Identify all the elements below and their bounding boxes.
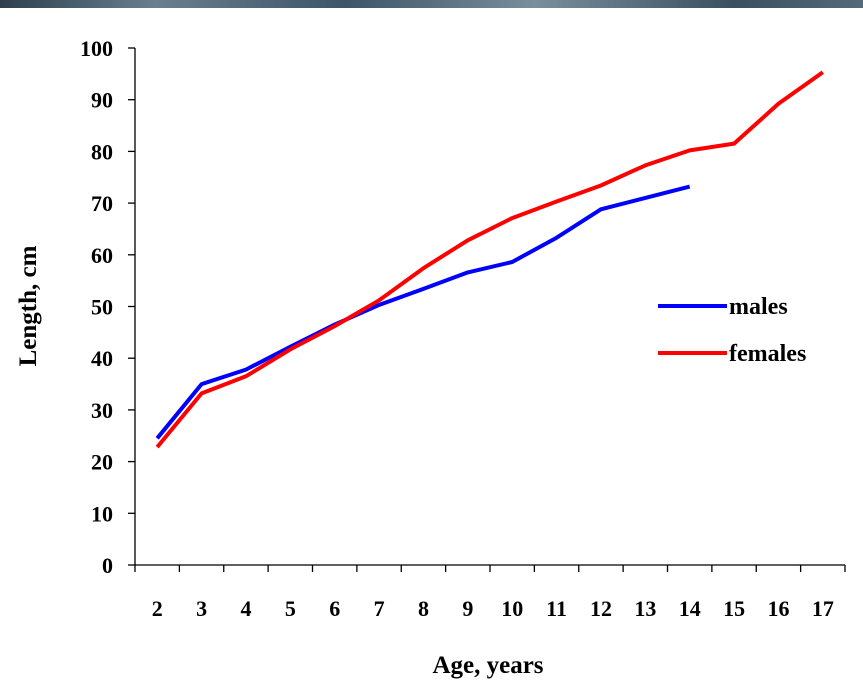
- series-layer: [155, 70, 824, 449]
- x-tick-label: 10: [501, 596, 523, 621]
- top-image-strip: [0, 0, 863, 8]
- x-tick-label: 3: [196, 596, 207, 621]
- x-tick-label: 8: [418, 596, 429, 621]
- y-tick-label: 80: [91, 139, 113, 164]
- series-males: [155, 184, 691, 440]
- x-tick-label: 2: [152, 596, 163, 621]
- legend-label-females: females: [729, 341, 806, 367]
- x-tick-label: 13: [634, 596, 656, 621]
- y-tick-label: 50: [91, 295, 113, 320]
- x-axis-title: Age, years: [432, 652, 543, 679]
- x-tick-label: 9: [462, 596, 473, 621]
- series-line-males: [155, 184, 691, 440]
- x-tick-label: 17: [812, 596, 834, 621]
- legend-label-males: males: [729, 294, 788, 320]
- y-tick-label: 30: [91, 398, 113, 423]
- y-tick-label: 20: [91, 450, 113, 475]
- y-axis: 0 10 20 30 40 50 60 70 80 90 100: [80, 36, 136, 578]
- y-tick-label: 70: [91, 191, 113, 216]
- x-tick-label: 14: [679, 596, 701, 621]
- y-tick-label: 60: [91, 243, 113, 268]
- series-females: [155, 70, 824, 449]
- y-tick-label: 40: [91, 346, 113, 371]
- x-tick-label: 12: [590, 596, 612, 621]
- y-tick-label: 10: [91, 501, 113, 526]
- x-tick-label: 16: [767, 596, 789, 621]
- x-tick-label: 4: [240, 596, 251, 621]
- x-tick-label: 15: [723, 596, 745, 621]
- y-axis-title: Length, cm: [15, 245, 42, 366]
- y-tick-label: 90: [91, 88, 113, 113]
- x-tick-label: 5: [285, 596, 296, 621]
- y-tick-label: 0: [102, 553, 113, 578]
- legend: males females: [658, 294, 806, 367]
- x-tick-label: 7: [374, 596, 385, 621]
- x-tick-label: 6: [329, 596, 340, 621]
- x-axis: 2 3 4 5 6 7 8 9 10 11 12 13 14 15 16 17: [134, 564, 846, 621]
- y-tick-label: 100: [80, 36, 113, 61]
- series-line-females: [155, 70, 824, 449]
- x-tick-label: 11: [546, 596, 567, 621]
